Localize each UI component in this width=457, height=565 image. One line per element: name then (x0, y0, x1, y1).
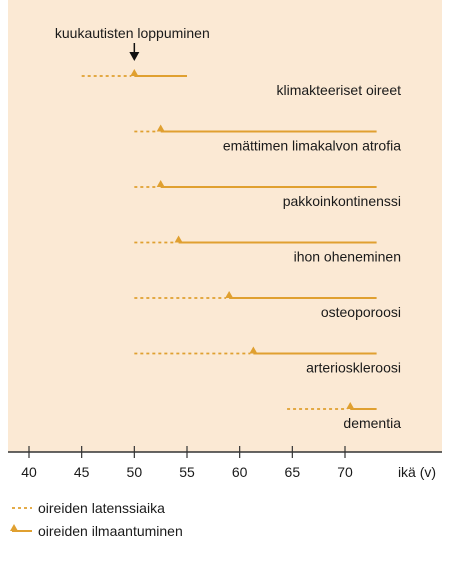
row-label: dementia (343, 415, 401, 431)
legend-latency-label: oireiden latenssiaika (38, 500, 165, 516)
x-tick-label: 65 (285, 464, 301, 480)
row-5: arterioskleroosi (134, 346, 401, 376)
row-label: emättimen limakalvon atrofia (223, 138, 401, 154)
row-label: pakkoinkontinenssi (283, 193, 401, 209)
x-tick-label: 40 (21, 464, 37, 480)
row-2: pakkoinkontinenssi (134, 180, 401, 209)
x-tick-label: 45 (74, 464, 90, 480)
x-tick-label: 70 (337, 464, 353, 480)
plot-background (8, 0, 442, 452)
onset-marker (156, 180, 165, 187)
row-4: osteoporoosi (134, 291, 401, 320)
row-6: dementia (287, 402, 401, 431)
legend-onset-marker (10, 524, 18, 531)
annotation-arrow-head (129, 52, 140, 61)
row-label: arterioskleroosi (306, 360, 401, 376)
onset-marker (130, 69, 139, 76)
x-tick-label: 60 (232, 464, 248, 480)
row-label: ihon oheneminen (294, 249, 401, 265)
annotation-menopause-label: kuukautisten loppuminen (55, 25, 210, 41)
row-label: klimakteeriset oireet (277, 82, 402, 98)
x-axis-label: ikä (v) (398, 464, 436, 480)
x-tick-label: 50 (127, 464, 143, 480)
x-tick-label: 55 (179, 464, 195, 480)
onset-marker (156, 124, 165, 132)
row-1: emättimen limakalvon atrofia (134, 124, 401, 154)
row-0: klimakteeriset oireet (81, 69, 402, 98)
row-label: osteoporoosi (321, 304, 401, 320)
onset-marker (346, 402, 355, 409)
onset-marker (174, 235, 183, 243)
legend-onset-label: oireiden ilmaantuminen (38, 523, 183, 539)
row-3: ihon oheneminen (134, 235, 401, 265)
onset-marker (225, 291, 234, 298)
onset-marker (249, 346, 258, 354)
